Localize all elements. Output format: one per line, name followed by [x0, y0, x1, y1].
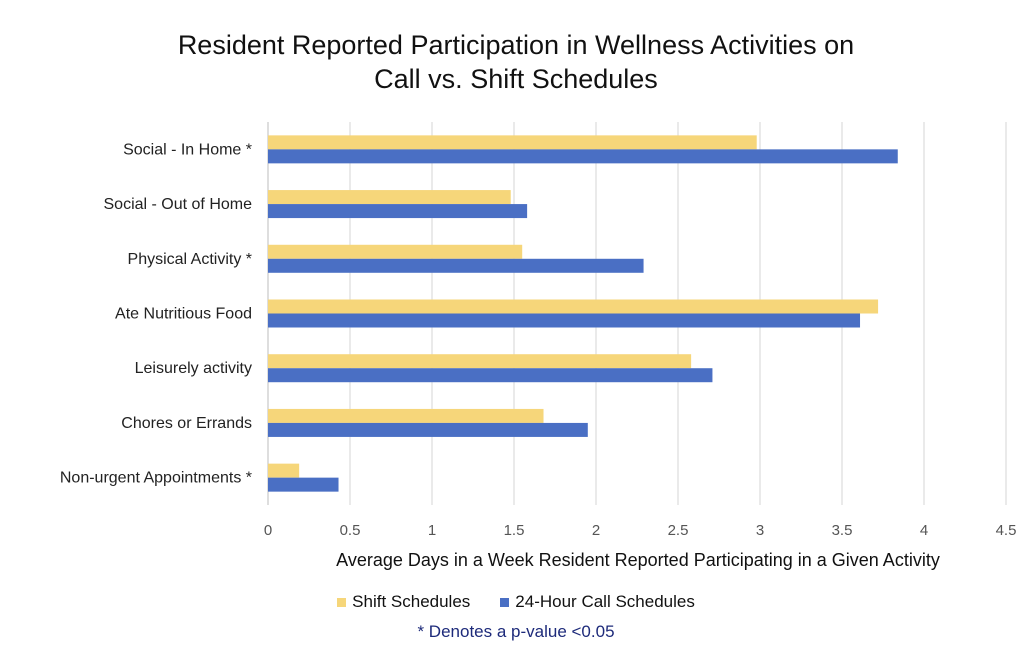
category-label: Leisurely activity	[135, 360, 252, 377]
x-axis-label: Average Days in a Week Resident Reported…	[336, 550, 940, 570]
legend: Shift Schedules 24-Hour Call Schedules	[0, 592, 1032, 612]
chart-title-line-1: Resident Reported Participation in Welln…	[177, 30, 855, 60]
bar-call	[268, 204, 528, 219]
x-tick-label: 3	[756, 522, 764, 539]
category-label: Social - In Home *	[123, 141, 252, 158]
legend-swatch-call	[500, 597, 510, 607]
legend-label-shift: Shift Schedules	[352, 592, 471, 611]
bar-call	[268, 149, 898, 164]
bar-shift	[268, 135, 757, 150]
category-label: Physical Activity *	[128, 251, 252, 268]
x-tick-label: 0	[264, 522, 272, 539]
legend-item-call: 24-Hour Call Schedules	[500, 592, 695, 612]
x-tick-label: 2	[592, 522, 600, 539]
x-tick-label: 2.5	[668, 522, 689, 539]
x-tick-label: 0.5	[340, 522, 361, 539]
x-tick-label: 3.5	[832, 522, 853, 539]
bar-chart: 0 0.5 1 1.5 2 2.5 3 3.5 4 4.5 Social - In Home * So…	[60, 122, 1017, 539]
bar-call	[268, 477, 339, 492]
chart-title-line-2: Call vs. Shift Schedules	[374, 64, 658, 94]
legend-item-shift: Shift Schedules	[337, 592, 470, 612]
category-label: Non-urgent Appointments *	[60, 470, 252, 487]
bar-call	[268, 368, 713, 383]
bar-shift	[268, 190, 511, 205]
bar-shift	[268, 408, 544, 423]
legend-label-call: 24-Hour Call Schedules	[515, 592, 695, 611]
bar-shift	[268, 463, 300, 478]
x-tick-label: 1.5	[504, 522, 525, 539]
bar-call	[268, 422, 588, 437]
x-tick-label: 4	[920, 522, 928, 539]
category-label: Ate Nutritious Food	[115, 306, 252, 323]
bar-shift	[268, 244, 523, 259]
category-label: Social - Out of Home	[104, 196, 253, 213]
bar-shift	[268, 299, 879, 314]
x-tick-label: 1	[428, 522, 436, 539]
significance-footnote: * Denotes a p-value <0.05	[417, 622, 615, 641]
bar-call	[268, 258, 644, 273]
category-label: Chores or Errands	[121, 415, 252, 432]
bar-call	[268, 313, 861, 328]
bar-shift	[268, 354, 692, 369]
x-tick-label: 4.5	[996, 522, 1017, 539]
legend-swatch-shift	[337, 597, 347, 607]
